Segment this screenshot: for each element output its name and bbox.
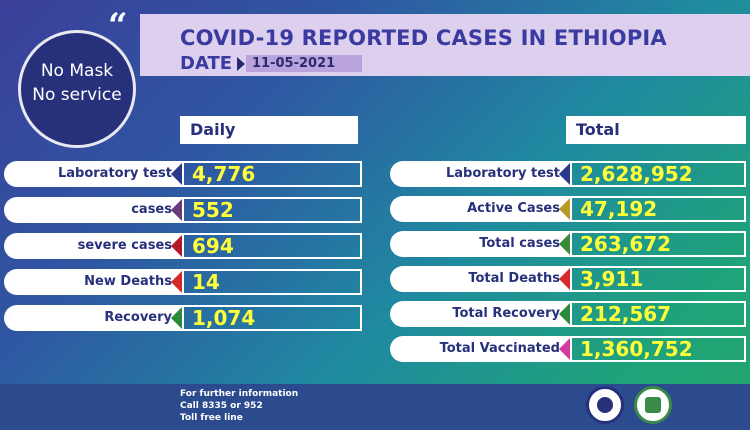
total-row-marker-icon	[559, 198, 570, 220]
daily-row: severe cases 694	[4, 233, 362, 259]
daily-row-value: 694	[182, 233, 362, 259]
footer-bar	[0, 384, 750, 430]
total-row-label: Laboratory test	[390, 161, 570, 187]
daily-row-label: New Deaths	[4, 269, 182, 295]
no-mask-badge: No Mask No service	[18, 30, 136, 148]
total-row: Laboratory test 2,628,952	[390, 161, 746, 187]
daily-row-label: cases	[4, 197, 182, 223]
total-row-value: 2,628,952	[570, 161, 746, 187]
date-value: 11-05-2021	[246, 55, 362, 72]
badge-line-1: No Mask	[40, 61, 114, 81]
footer-info: For further information Call 8335 or 952…	[180, 388, 298, 424]
total-row: Active Cases 47,192	[390, 196, 746, 222]
footer-line-3: Toll free line	[180, 413, 243, 423]
daily-row-marker-icon	[171, 235, 182, 257]
badge-line-2: No service	[32, 85, 122, 105]
footer-line-1: For further information	[180, 389, 299, 399]
daily-row-marker-icon	[171, 163, 182, 185]
page-title: COVID-19 REPORTED CASES IN ETHIOPIA	[180, 26, 667, 50]
total-row-marker-icon	[559, 163, 570, 185]
daily-row: Recovery 1,074	[4, 305, 362, 331]
daily-row-value: 14	[182, 269, 362, 295]
total-row-marker-icon	[559, 303, 570, 325]
date-label: DATE	[180, 53, 233, 74]
ministry-of-health-logo	[586, 386, 624, 424]
total-row-value: 3,911	[570, 266, 746, 292]
total-row: Total Vaccinated 1,360,752	[390, 336, 746, 362]
daily-row-marker-icon	[171, 271, 182, 293]
total-row: Total Recovery 212,567	[390, 301, 746, 327]
daily-row: Laboratory test 4,776	[4, 161, 362, 187]
total-row-label: Total cases	[390, 231, 570, 257]
daily-row-value: 1,074	[182, 305, 362, 331]
total-row: Total cases 263,672	[390, 231, 746, 257]
total-row-value: 47,192	[570, 196, 746, 222]
daily-row-label: Recovery	[4, 305, 182, 331]
daily-row-label: severe cases	[4, 233, 182, 259]
total-row-label: Total Vaccinated	[390, 336, 570, 362]
total-row-value: 263,672	[570, 231, 746, 257]
total-row-value: 1,360,752	[570, 336, 746, 362]
ephi-logo	[634, 386, 672, 424]
total-heading: Total	[566, 116, 746, 144]
daily-row-label: Laboratory test	[4, 161, 182, 187]
date-arrow-icon	[237, 57, 245, 71]
total-row-value: 212,567	[570, 301, 746, 327]
daily-row: New Deaths 14	[4, 269, 362, 295]
daily-row-marker-icon	[171, 199, 182, 221]
daily-row-marker-icon	[171, 307, 182, 329]
daily-row-value: 4,776	[182, 161, 362, 187]
footer-line-2: Call 8335 or 952	[180, 401, 263, 411]
daily-heading: Daily	[180, 116, 358, 144]
quote-icon: “	[108, 6, 128, 46]
daily-row: cases 552	[4, 197, 362, 223]
daily-row-value: 552	[182, 197, 362, 223]
total-row-label: Total Deaths	[390, 266, 570, 292]
total-row-label: Total Recovery	[390, 301, 570, 327]
total-row-marker-icon	[559, 233, 570, 255]
total-row: Total Deaths 3,911	[390, 266, 746, 292]
total-row-marker-icon	[559, 268, 570, 290]
total-row-marker-icon	[559, 338, 570, 360]
total-row-label: Active Cases	[390, 196, 570, 222]
